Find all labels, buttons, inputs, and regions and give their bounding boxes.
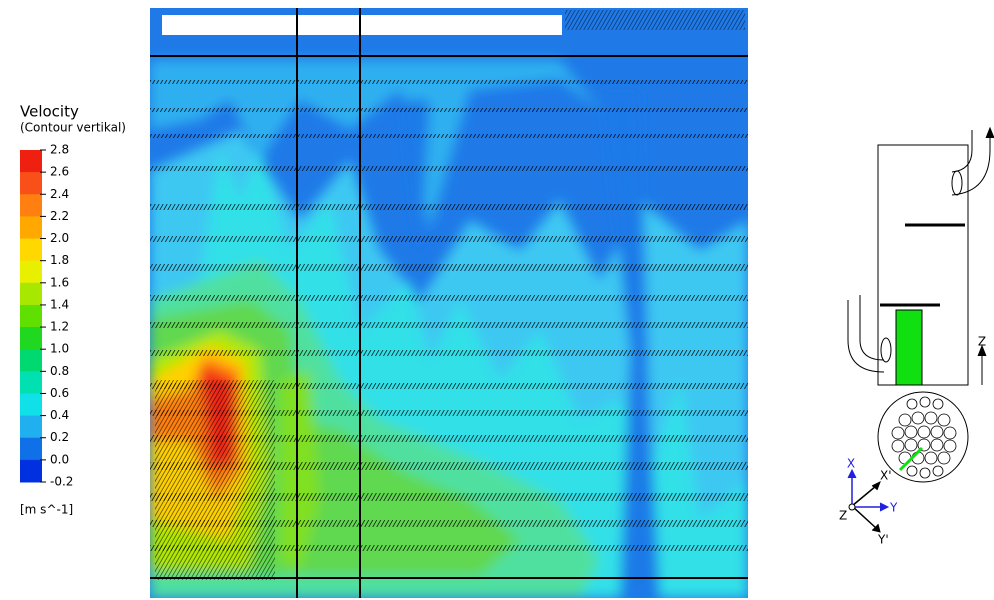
colorbar-band <box>20 371 42 394</box>
legend-title: Velocity <box>20 103 79 121</box>
legend: Velocity (Contour vertikal) 2.8 2.6 2.4 2.2… <box>20 103 126 517</box>
colorbar-band <box>20 437 42 461</box>
contour-field <box>150 8 748 598</box>
colorbar-tick-label: 0.4 <box>50 408 69 422</box>
colorbar-tick-label: -0.2 <box>50 475 73 489</box>
colorbar-band <box>20 349 42 372</box>
colorbar-band <box>20 415 42 439</box>
colorbar-band <box>20 150 42 173</box>
colorbar-tick-label: 0.2 <box>50 430 69 444</box>
colorbar-tick-label: 2.0 <box>50 231 69 245</box>
colorbar-tick-label: 2.2 <box>50 209 69 223</box>
colorbar-band <box>20 459 42 483</box>
vessel-axis-label: Z <box>978 335 986 349</box>
colorbar-tick-label: 1.0 <box>50 342 69 356</box>
colorbar-tick-label: 2.8 <box>50 143 69 157</box>
colorbar-tick-label: 1.4 <box>50 297 69 311</box>
axis-y-prime-label: Y' <box>877 533 889 547</box>
colorbar-band <box>20 327 42 350</box>
colorbar-band <box>20 194 42 217</box>
colorbar-tick-label: 1.2 <box>50 320 69 334</box>
velocity-vectors <box>150 10 748 580</box>
colorbar-tick-label: 2.4 <box>50 187 69 201</box>
colorbar-band <box>20 172 42 195</box>
schematic <box>847 126 994 533</box>
schematic-labels: Z X Y Z X' Y' <box>839 335 986 547</box>
colorbar-tick-label: 1.6 <box>50 275 69 289</box>
colorbar-band <box>20 282 42 306</box>
colorbar-tick-label: 2.6 <box>50 165 69 179</box>
axis-z-label: Z <box>839 509 847 523</box>
colorbar-tick-label: 1.8 <box>50 253 69 267</box>
colorbar-tick-label: 0.8 <box>50 364 69 378</box>
colorbar: 2.8 2.6 2.4 2.2 2.0 1.8 1.6 1.4 1.2 1.0 0.8 0.6 0.4 0… <box>20 143 73 489</box>
colorbar-band <box>20 260 42 284</box>
colorbar-band <box>20 238 42 262</box>
legend-subtitle: (Contour vertikal) <box>20 121 126 135</box>
colorbar-band <box>20 393 42 417</box>
colorbar-tick-label: 0.6 <box>50 386 69 400</box>
colorbar-band <box>20 216 42 240</box>
colorbar-tick-label: 0.0 <box>50 452 69 466</box>
colorbar-band <box>20 304 42 328</box>
axis-x-label: X <box>847 457 855 471</box>
axis-x-prime-label: X' <box>880 469 892 483</box>
axis-y-label: Y <box>889 501 898 515</box>
legend-unit: [m s^-1] <box>20 503 73 517</box>
